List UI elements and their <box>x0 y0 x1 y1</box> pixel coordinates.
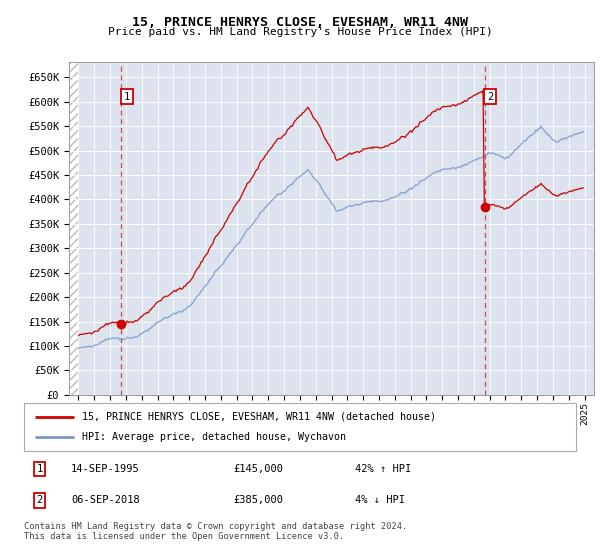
Text: Contains HM Land Registry data © Crown copyright and database right 2024.: Contains HM Land Registry data © Crown c… <box>24 522 407 531</box>
Text: HPI: Average price, detached house, Wychavon: HPI: Average price, detached house, Wych… <box>82 432 346 442</box>
Text: 2: 2 <box>37 496 43 506</box>
Text: 42% ↑ HPI: 42% ↑ HPI <box>355 464 412 474</box>
Text: £145,000: £145,000 <box>234 464 284 474</box>
Text: 15, PRINCE HENRYS CLOSE, EVESHAM, WR11 4NW: 15, PRINCE HENRYS CLOSE, EVESHAM, WR11 4… <box>132 16 468 29</box>
Text: 2: 2 <box>487 92 493 102</box>
Text: 15, PRINCE HENRYS CLOSE, EVESHAM, WR11 4NW (detached house): 15, PRINCE HENRYS CLOSE, EVESHAM, WR11 4… <box>82 412 436 422</box>
Text: 14-SEP-1995: 14-SEP-1995 <box>71 464 140 474</box>
Text: 06-SEP-2018: 06-SEP-2018 <box>71 496 140 506</box>
Text: Price paid vs. HM Land Registry's House Price Index (HPI): Price paid vs. HM Land Registry's House … <box>107 27 493 37</box>
Text: This data is licensed under the Open Government Licence v3.0.: This data is licensed under the Open Gov… <box>24 532 344 541</box>
Text: 1: 1 <box>37 464 43 474</box>
Bar <box>69 53 79 395</box>
Text: 1: 1 <box>124 92 130 102</box>
Text: £385,000: £385,000 <box>234 496 284 506</box>
Text: 4% ↓ HPI: 4% ↓ HPI <box>355 496 405 506</box>
